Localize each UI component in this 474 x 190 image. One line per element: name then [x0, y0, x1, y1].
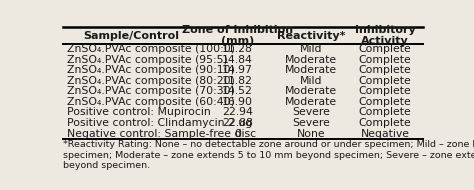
Text: 11.28: 11.28 — [222, 44, 253, 54]
Text: Negative control: Sample-free disc: Negative control: Sample-free disc — [66, 129, 255, 139]
Text: Reactivity*: Reactivity* — [277, 31, 346, 41]
Text: Complete: Complete — [359, 108, 411, 117]
Text: ZnSO₄.PVAc composite (80:20): ZnSO₄.PVAc composite (80:20) — [66, 76, 235, 86]
Text: 16.90: 16.90 — [222, 97, 253, 107]
Text: Sample/Control: Sample/Control — [83, 31, 179, 41]
Text: Inhibitory
Activity: Inhibitory Activity — [355, 25, 416, 46]
Text: ZnSO₄.PVAc composite (70:30): ZnSO₄.PVAc composite (70:30) — [66, 86, 235, 96]
Text: Complete: Complete — [359, 86, 411, 96]
Text: 22.88: 22.88 — [222, 118, 253, 128]
Text: ZnSO₄.PVAc composite (100:0): ZnSO₄.PVAc composite (100:0) — [66, 44, 235, 54]
Text: Complete: Complete — [359, 118, 411, 128]
Text: Severe: Severe — [292, 108, 330, 117]
Text: 14.84: 14.84 — [222, 55, 253, 65]
Text: Moderate: Moderate — [285, 86, 337, 96]
Text: Negative: Negative — [361, 129, 410, 139]
Text: Complete: Complete — [359, 44, 411, 54]
Text: Moderate: Moderate — [285, 65, 337, 75]
Text: Moderate: Moderate — [285, 55, 337, 65]
Text: 22.94: 22.94 — [222, 108, 253, 117]
Text: 14.97: 14.97 — [222, 65, 253, 75]
Text: 0: 0 — [234, 129, 241, 139]
Text: Complete: Complete — [359, 97, 411, 107]
Text: ZnSO₄.PVAc composite (95:5): ZnSO₄.PVAc composite (95:5) — [66, 55, 227, 65]
Text: Positive control: Mupirocin: Positive control: Mupirocin — [66, 108, 210, 117]
Text: Severe: Severe — [292, 118, 330, 128]
Text: 14.52: 14.52 — [222, 86, 253, 96]
Text: 11.82: 11.82 — [222, 76, 253, 86]
Text: ZnSO₄.PVAc composite (60:40): ZnSO₄.PVAc composite (60:40) — [66, 97, 235, 107]
Text: Moderate: Moderate — [285, 97, 337, 107]
Text: Complete: Complete — [359, 65, 411, 75]
Text: ZnSO₄.PVAc composite (90:10): ZnSO₄.PVAc composite (90:10) — [66, 65, 235, 75]
Text: Positive control: Clindamycin 2 ug: Positive control: Clindamycin 2 ug — [66, 118, 252, 128]
Text: Mild: Mild — [300, 44, 323, 54]
Text: Complete: Complete — [359, 76, 411, 86]
Text: Mild: Mild — [300, 76, 323, 86]
Text: None: None — [297, 129, 326, 139]
Text: *Reactivity Rating: None – no detectable zone around or under specimen; Mild – z: *Reactivity Rating: None – no detectable… — [63, 140, 474, 170]
Text: Zone of Inhibition
(mm): Zone of Inhibition (mm) — [182, 25, 293, 46]
Text: Complete: Complete — [359, 55, 411, 65]
